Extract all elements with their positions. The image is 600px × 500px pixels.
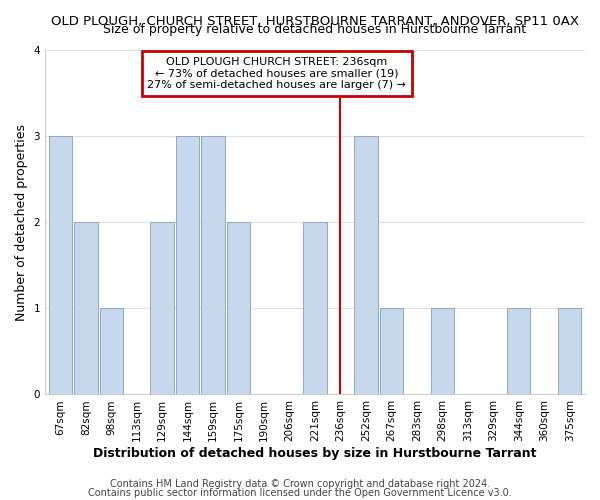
Bar (100, 308, 123, 394)
Text: Contains public sector information licensed under the Open Government Licence v3: Contains public sector information licen… (88, 488, 512, 498)
X-axis label: Distribution of detached houses by size in Hurstbourne Tarrant: Distribution of detached houses by size … (93, 447, 537, 460)
Text: OLD PLOUGH CHURCH STREET: 236sqm
← 73% of detached houses are smaller (19)
27% o: OLD PLOUGH CHURCH STREET: 236sqm ← 73% o… (148, 57, 406, 90)
Bar (74, 222, 98, 394)
Bar (431, 308, 454, 394)
Bar (202, 136, 225, 394)
Bar (558, 308, 581, 394)
Text: Size of property relative to detached houses in Hurstbourne Tarrant: Size of property relative to detached ho… (103, 23, 527, 36)
Text: Contains HM Land Registry data © Crown copyright and database right 2024.: Contains HM Land Registry data © Crown c… (110, 479, 490, 489)
Bar (176, 136, 199, 394)
Bar (49, 136, 72, 394)
Title: OLD PLOUGH, CHURCH STREET, HURSTBOURNE TARRANT, ANDOVER, SP11 0AX: OLD PLOUGH, CHURCH STREET, HURSTBOURNE T… (51, 15, 579, 28)
Bar (507, 308, 530, 394)
Bar (304, 222, 327, 394)
Y-axis label: Number of detached properties: Number of detached properties (15, 124, 28, 320)
Bar (151, 222, 174, 394)
Bar (380, 308, 403, 394)
Bar (227, 222, 250, 394)
Bar (354, 136, 377, 394)
